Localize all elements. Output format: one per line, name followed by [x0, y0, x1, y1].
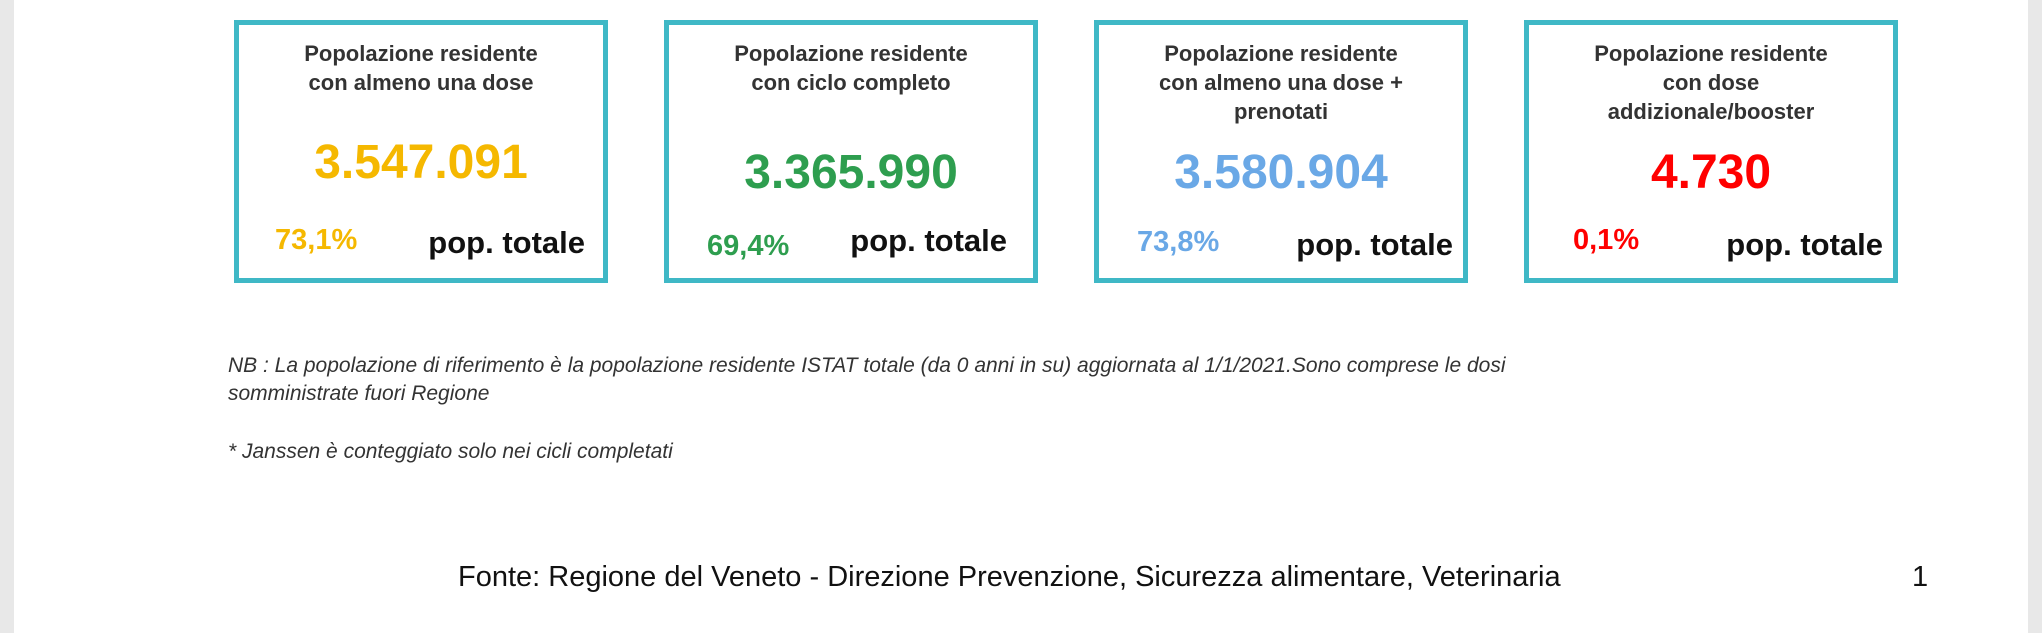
card-title-line: Popolazione residente	[1594, 41, 1828, 66]
card-title-line: Popolazione residente	[304, 41, 538, 66]
card-value: 4.730	[1650, 146, 1772, 199]
page-number: 1	[1912, 561, 1929, 593]
card-dose-addizionale-booster: Popolazione residente con dose addiziona…	[1524, 20, 1898, 283]
card-title: Popolazione residente con dose addiziona…	[1529, 39, 1893, 126]
card-value: 3.547.091	[314, 136, 528, 189]
card-percent: 73,8%	[1137, 226, 1220, 258]
card-percent: 73,1%	[275, 224, 358, 256]
card-percent: 0,1%	[1573, 224, 1640, 256]
nb-note-line: NB : La popolazione di riferimento è la …	[228, 354, 1506, 377]
card-title-line: prenotati	[1233, 99, 1329, 124]
card-title: Popolazione residente con almeno una dos…	[1099, 39, 1463, 126]
card-almeno-una-dose: Popolazione residente con almeno una dos…	[234, 20, 608, 283]
card-value: 3.580.904	[1174, 146, 1388, 199]
nb-note-line: somministrate fuori Regione	[228, 382, 490, 405]
card-title-line: con dose	[1662, 70, 1760, 95]
card-almeno-una-dose-prenotati: Popolazione residente con almeno una dos…	[1094, 20, 1468, 283]
page-right-margin	[2028, 0, 2042, 633]
janssen-note: * Janssen è conteggiato solo nei cicli c…	[228, 440, 673, 463]
card-title-line: addizionale/booster	[1607, 99, 1815, 124]
card-percent: 69,4%	[707, 230, 790, 262]
card-title: Popolazione residente con ciclo completo	[669, 39, 1033, 97]
card-title-line: con almeno una dose +	[1159, 70, 1403, 95]
card-pop-label: pop. totale	[1296, 227, 1453, 262]
card-title: Popolazione residente con almeno una dos…	[239, 39, 603, 97]
card-pop-label: pop. totale	[428, 225, 585, 260]
card-pop-label: pop. totale	[1726, 227, 1883, 262]
card-title-line: con ciclo completo	[751, 70, 951, 95]
card-title-line: con almeno una dose	[308, 70, 534, 95]
card-pop-label: pop. totale	[850, 223, 1007, 258]
card-title-line: Popolazione residente	[1164, 41, 1398, 66]
card-value: 3.365.990	[744, 146, 958, 199]
nb-note: NB : La popolazione di riferimento è la …	[228, 352, 1788, 408]
page-left-margin	[0, 0, 14, 633]
footer-source: Fonte: Regione del Veneto - Direzione Pr…	[458, 561, 1561, 593]
card-title-line: Popolazione residente	[734, 41, 968, 66]
card-ciclo-completo: Popolazione residente con ciclo completo…	[664, 20, 1038, 283]
